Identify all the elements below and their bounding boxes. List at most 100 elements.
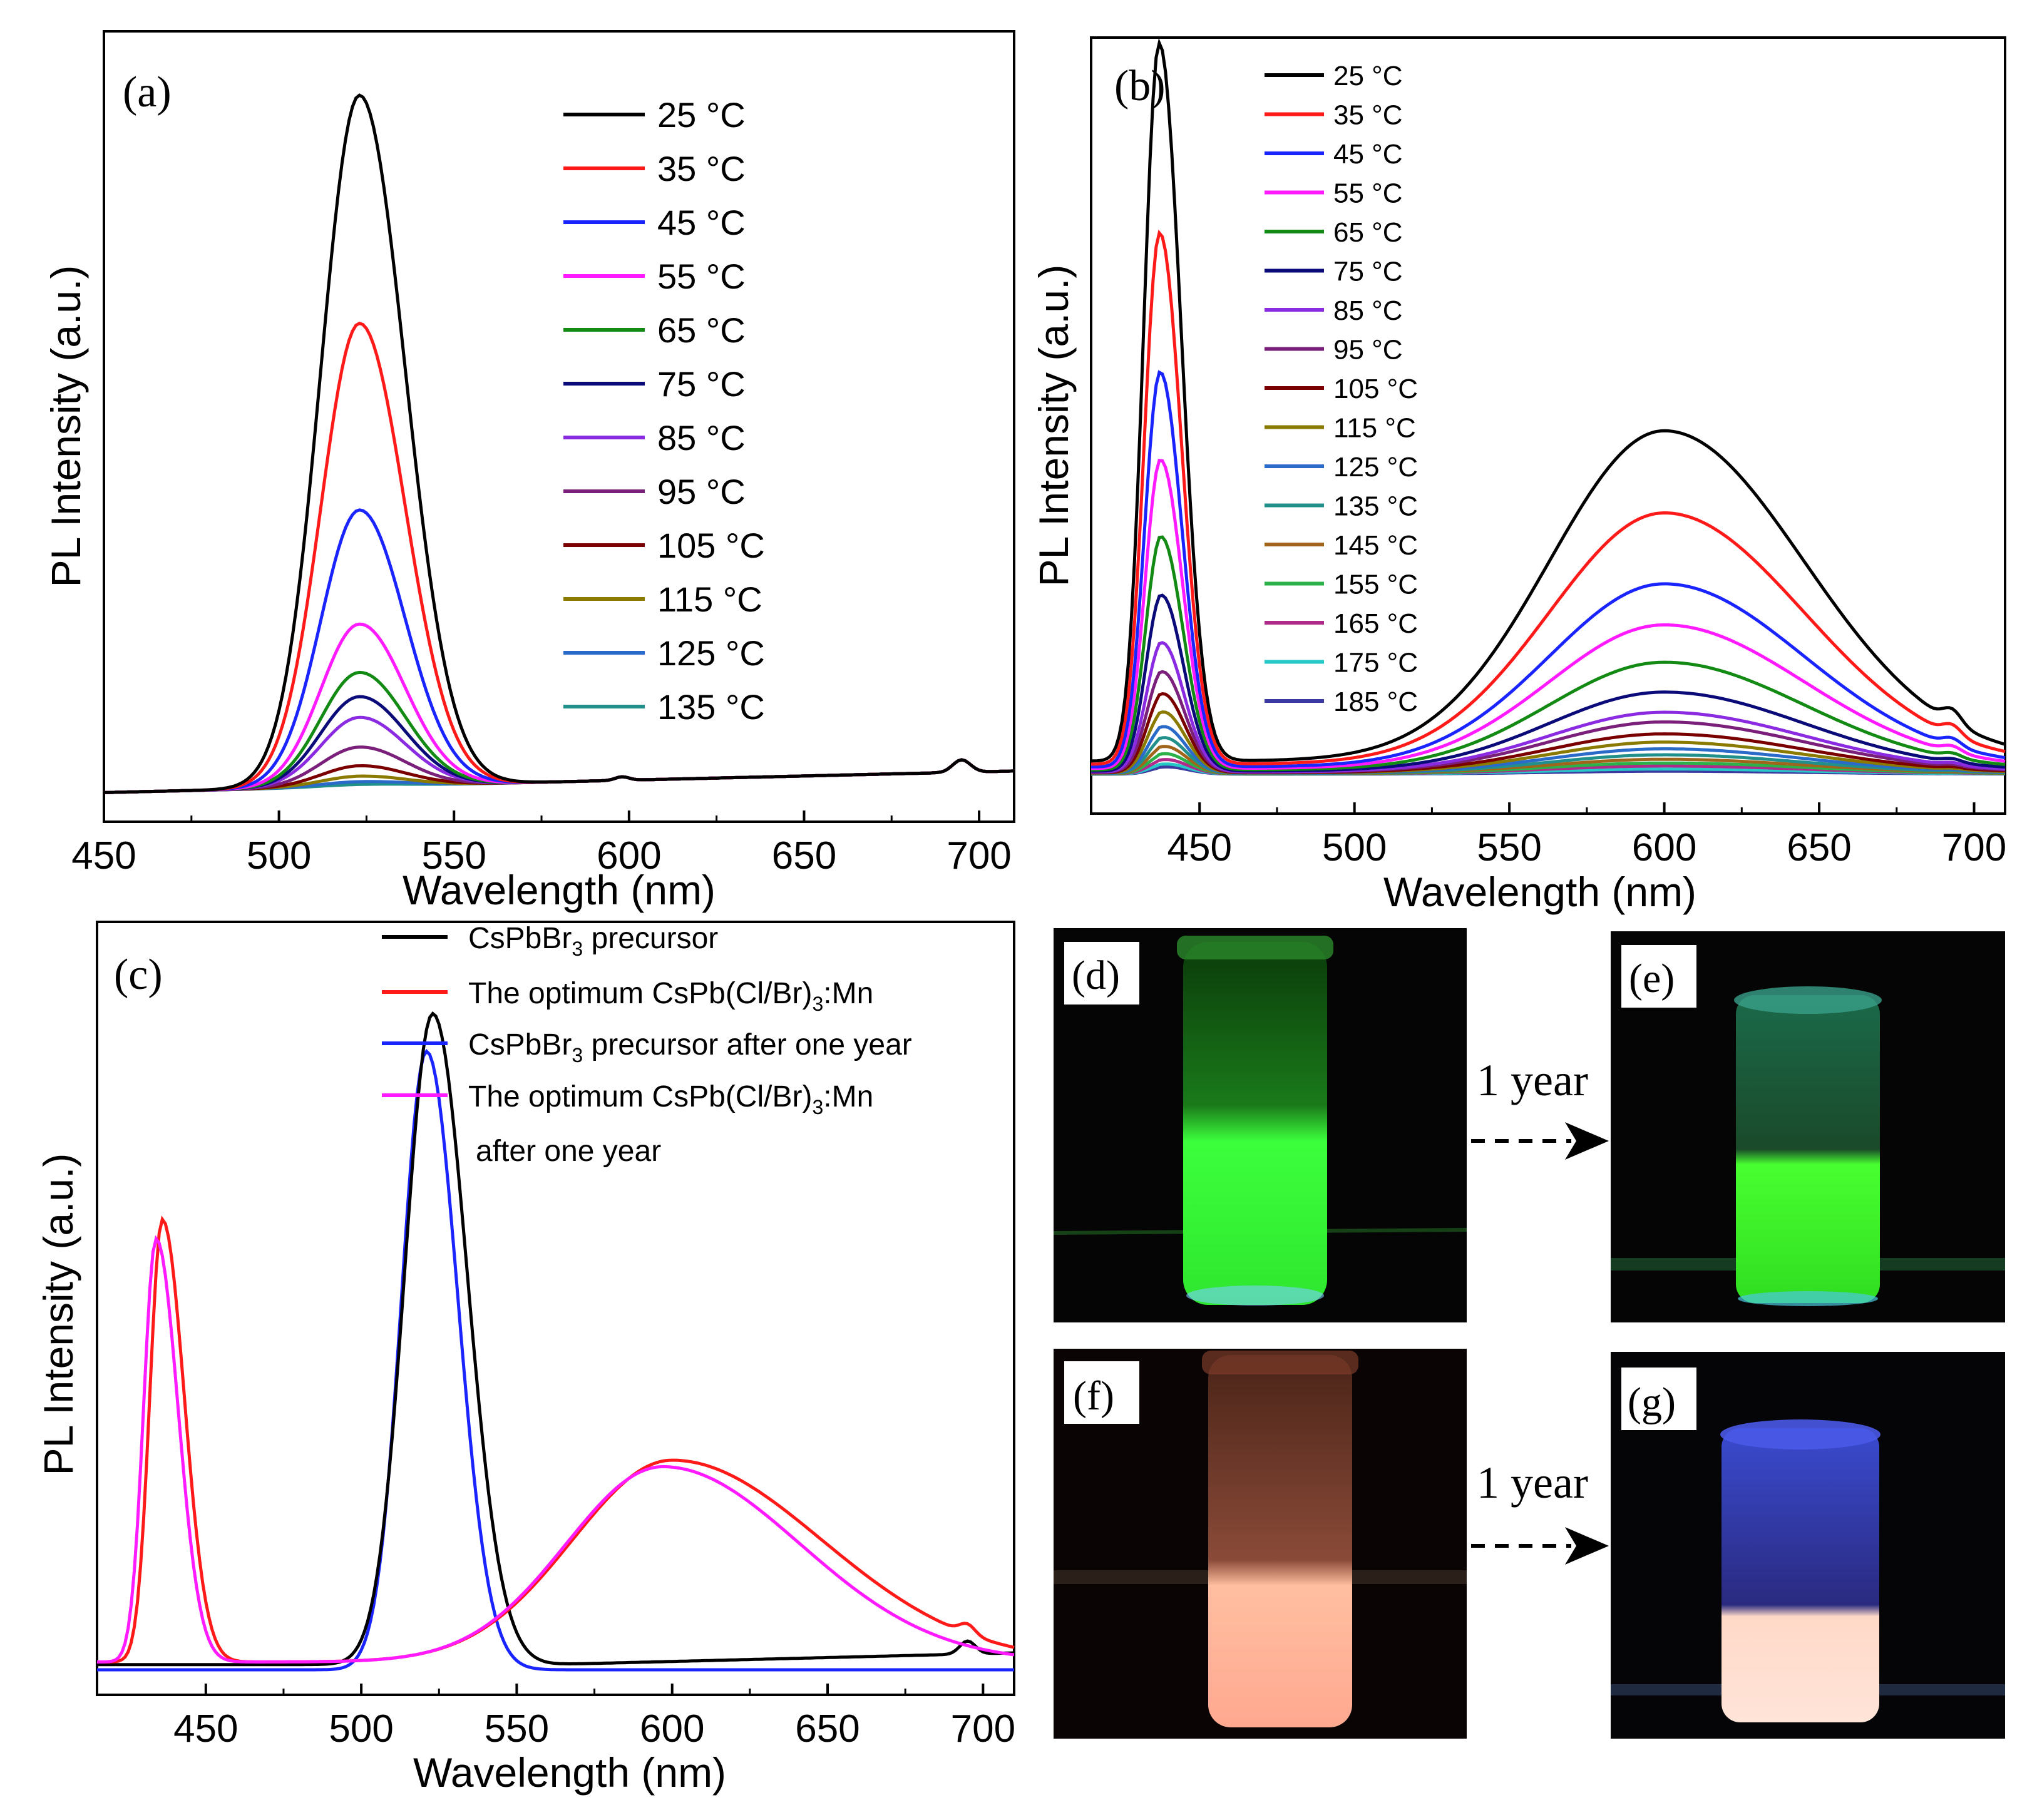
legend-a-item: 25 °C <box>657 95 746 135</box>
legend-a-item: 105 °C <box>657 526 765 565</box>
x-tick-label: 450 <box>1167 826 1231 869</box>
x-tick-label: 700 <box>947 834 1011 877</box>
legend-c-item-4-cont: after one year <box>476 1135 661 1168</box>
x-tick-label: 600 <box>597 834 661 877</box>
panel-a-xlabel: Wavelength (nm) <box>403 867 716 913</box>
panel-c-frame <box>96 921 1015 1696</box>
legend-a-item: 115 °C <box>657 580 762 619</box>
panel-a-label: (a) <box>123 68 172 116</box>
legend-a-item: 55 °C <box>657 257 746 296</box>
panel-c-chart: 450 500 550 600 650 700 (c) Wavelength (nm) P… <box>35 921 1015 1796</box>
panel-b-x-ticks: 450 500 550 600 650 700 <box>1167 802 2006 869</box>
panel-b-label: (b) <box>1114 62 1166 110</box>
legend-a-item: 85 °C <box>657 418 746 458</box>
panel-a-frame <box>103 30 1015 823</box>
vial-f <box>1208 1355 1352 1727</box>
legend-b-item: 185 °C <box>1333 687 1418 717</box>
x-tick-label: 700 <box>1942 826 2006 869</box>
series-line-55 <box>1090 458 2006 770</box>
legend-a-item: 45 °C <box>657 203 746 242</box>
legend-b-item: 135 °C <box>1333 491 1418 522</box>
panel-a-ylabel: PL Intensity (a.u.) <box>43 265 89 588</box>
x-tick-label: 650 <box>1787 826 1851 869</box>
panel-b-ylabel: PL Intensity (a.u.) <box>1030 265 1077 587</box>
series-line-35 <box>103 321 1015 794</box>
panel-a-x-ticks: 450 500 550 600 650 700 <box>71 810 1012 877</box>
panel-b-xlabel: Wavelength (nm) <box>1383 869 1696 915</box>
panel-a-legend: 25 °C 35 °C 45 °C 55 °C 65 °C 75 °C 85 °C 95 °C… <box>563 95 765 727</box>
x-tick-label: 450 <box>173 1707 238 1751</box>
panel-a-curves <box>103 93 1015 794</box>
legend-c-item-1: CsPbBr3 precursor <box>468 922 718 960</box>
photo-panel-g: (g) <box>1611 1352 2005 1739</box>
legend-a-item: 65 °C <box>657 310 746 350</box>
panel-c-xlabel: Wavelength (nm) <box>413 1749 726 1796</box>
series-line-55 <box>103 622 1015 794</box>
photo-f-label: (f) <box>1073 1373 1114 1419</box>
vial-d <box>1183 942 1327 1305</box>
series-line-25 <box>103 93 1015 794</box>
vial-e <box>1736 995 1880 1303</box>
series-line-3 <box>97 1048 1014 1672</box>
legend-a-item: 35 °C <box>657 149 746 188</box>
photo-d-label: (d) <box>1072 953 1120 998</box>
legend-c-item-4: The optimum CsPb(Cl/Br)3:Mn <box>468 1080 873 1118</box>
panel-b-curves <box>1090 38 2006 776</box>
photo-e-label-box <box>1621 945 1696 1008</box>
panel-b-chart: 450 500 550 600 650 700 (b) Wavelength (nm) P… <box>1030 36 2006 915</box>
dashed-arrow-right-icon: 1 year <box>1471 1458 1609 1565</box>
panel-c-legend: CsPbBr3 precursor The optimum CsPb(Cl/Br… <box>382 922 912 1168</box>
panel-c-ylabel: PL Intensity (a.u.) <box>35 1153 81 1476</box>
legend-b-item: 45 °C <box>1333 139 1403 170</box>
series-line-4 <box>97 1235 1015 1664</box>
legend-b-item: 85 °C <box>1333 295 1403 326</box>
photo-d-label-box <box>1064 942 1139 1005</box>
photo-e-label: (e) <box>1629 956 1675 1001</box>
series-line-75 <box>103 695 1015 794</box>
legend-c-item-3: CsPbBr3 precursor after one year <box>468 1028 912 1066</box>
legend-b-item: 145 °C <box>1333 530 1418 561</box>
x-tick-label: 550 <box>1477 826 1541 869</box>
legend-b-item: 175 °C <box>1333 648 1418 678</box>
x-tick-label: 550 <box>485 1707 549 1751</box>
x-tick-label: 600 <box>640 1707 704 1751</box>
legend-b-item: 125 °C <box>1333 452 1418 483</box>
x-tick-label: 500 <box>247 834 311 877</box>
panel-b-legend: 25 °C 35 °C 45 °C 55 °C 65 °C 75 °C 85 °C 95 °C… <box>1265 61 1418 717</box>
legend-b-item: 95 °C <box>1333 335 1403 366</box>
legend-b-item: 75 °C <box>1333 257 1403 287</box>
legend-b-item: 165 °C <box>1333 608 1418 639</box>
legend-c-item-2: The optimum CsPb(Cl/Br)3:Mn <box>468 977 873 1015</box>
photo-panel-e: (e) <box>1611 931 2005 1322</box>
legend-b-item: 35 °C <box>1333 100 1403 131</box>
x-tick-label: 650 <box>772 834 836 877</box>
photo-g-label-box <box>1621 1368 1696 1430</box>
panel-c-x-ticks: 450 500 550 600 650 700 <box>173 1684 1015 1751</box>
legend-b-item: 55 °C <box>1333 178 1403 209</box>
x-tick-label: 700 <box>951 1707 1015 1751</box>
photo-f-label-box <box>1064 1361 1139 1424</box>
legend-a-item: 75 °C <box>657 364 746 404</box>
arrow-bottom-label: 1 year <box>1477 1458 1588 1508</box>
legend-a-item: 95 °C <box>657 472 746 511</box>
series-line-35 <box>1090 229 2006 766</box>
x-tick-label: 600 <box>1632 826 1696 869</box>
x-tick-label: 450 <box>71 834 136 877</box>
photo-panel-d: (d) <box>1053 928 1467 1322</box>
vial-g <box>1721 1428 1879 1722</box>
legend-a-item: 135 °C <box>657 687 765 727</box>
x-tick-label: 550 <box>422 834 486 877</box>
legend-b-item: 65 °C <box>1333 217 1403 248</box>
series-line-45 <box>1091 370 2006 769</box>
photo-panel-f: (f) <box>1054 1349 1467 1739</box>
x-tick-label: 650 <box>795 1707 859 1751</box>
x-tick-label: 500 <box>1322 826 1387 869</box>
dashed-arrow-right-icon: 1 year <box>1471 1055 1609 1160</box>
panel-a-chart: 450 500 550 600 650 700 (a) Wavelength (nm) P… <box>43 30 1015 913</box>
legend-b-item: 155 °C <box>1333 570 1418 600</box>
legend-b-item: 115 °C <box>1333 413 1416 444</box>
series-line-25 <box>1090 38 2006 763</box>
legend-a-item: 125 °C <box>657 633 765 673</box>
x-tick-label: 500 <box>329 1707 393 1751</box>
